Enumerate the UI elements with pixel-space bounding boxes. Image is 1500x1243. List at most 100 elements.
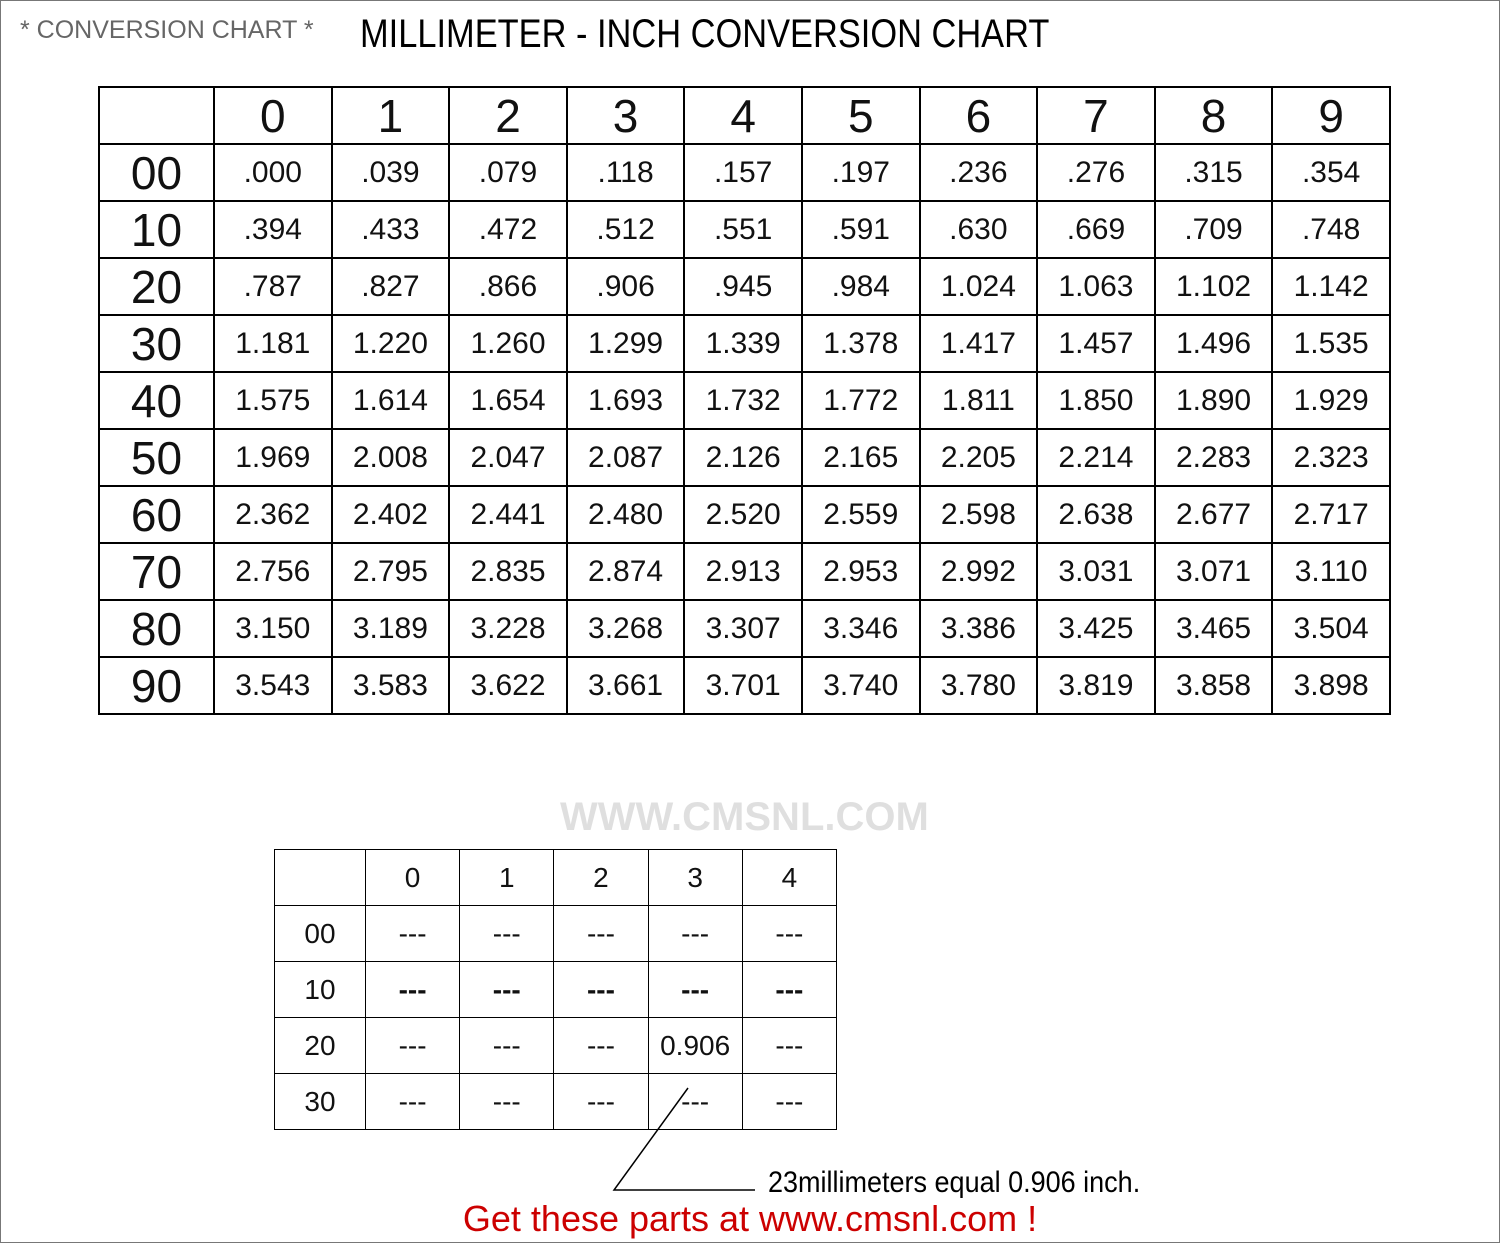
table-cell: .748 xyxy=(1271,200,1391,259)
example-note: 23millimeters equal 0.906 inch. xyxy=(768,1166,1141,1199)
table-cell: 2.283 xyxy=(1153,428,1274,487)
table-cell: 0.906 xyxy=(647,1017,743,1074)
table-cell: 2.717 xyxy=(1271,485,1391,544)
table-cell: 1.575 xyxy=(213,371,333,430)
table-cell: 1.535 xyxy=(1271,314,1391,373)
table-cell: 2.677 xyxy=(1153,485,1274,544)
table-cell: 2.835 xyxy=(448,542,568,601)
table-cell: 3.661 xyxy=(565,656,686,715)
table-cell: 2.913 xyxy=(683,542,803,601)
table-cell: .157 xyxy=(683,143,803,202)
table-cell: 3.150 xyxy=(213,599,333,658)
table-row: 00 --- --- --- --- --- xyxy=(274,905,838,962)
table-cell: 1.063 xyxy=(1036,257,1156,316)
table-cell: 2.520 xyxy=(683,485,803,544)
table-cell: --- xyxy=(459,1017,555,1074)
row-label: 30 xyxy=(274,1073,366,1130)
table-cell: 3.701 xyxy=(683,656,803,715)
table-cell: 2.874 xyxy=(565,542,686,601)
table-cell: --- xyxy=(364,905,461,962)
table-cell: .197 xyxy=(800,143,921,202)
table-cell: --- xyxy=(459,961,555,1018)
corner-cell xyxy=(274,849,366,906)
row-label: 80 xyxy=(98,599,215,658)
table-cell: .472 xyxy=(448,200,568,259)
column-header: 6 xyxy=(918,86,1039,145)
table-cell: 3.425 xyxy=(1036,599,1156,658)
table-cell: .630 xyxy=(918,200,1039,259)
table-cell: 1.181 xyxy=(213,314,333,373)
table-cell: 1.929 xyxy=(1271,371,1391,430)
table-cell: 3.740 xyxy=(800,656,921,715)
table-cell: .000 xyxy=(213,143,333,202)
table-cell: .039 xyxy=(330,143,451,202)
table-cell: 1.299 xyxy=(565,314,686,373)
table-cell: --- xyxy=(553,961,649,1018)
table-cell: 2.047 xyxy=(448,428,568,487)
footer: Get these parts at www.cmsnl.com ! xyxy=(462,1198,1038,1239)
main-table: 0 1 2 3 4 5 6 7 8 9 00.000.039.079.118.157.197.236… xyxy=(98,86,1391,715)
table-cell: 3.622 xyxy=(448,656,568,715)
table-cell: .276 xyxy=(1036,143,1156,202)
row-label: 20 xyxy=(98,257,215,316)
table-cell: .669 xyxy=(1036,200,1156,259)
table-cell: 1.772 xyxy=(800,371,921,430)
table-cell: 2.441 xyxy=(448,485,568,544)
row-label: 00 xyxy=(98,143,215,202)
column-header: 0 xyxy=(364,849,461,906)
row-label: 90 xyxy=(98,656,215,715)
row-label: 70 xyxy=(98,542,215,601)
table-row: 80 3.150 3.189 3.228 3.268 3.307 3.346 3.386 3.4… xyxy=(98,599,1391,658)
table-cell: 2.638 xyxy=(1036,485,1156,544)
table-cell: .315 xyxy=(1153,143,1274,202)
table-cell: 3.583 xyxy=(330,656,451,715)
table-cell: .079 xyxy=(448,143,568,202)
table-cell: --- xyxy=(647,905,743,962)
column-header: 1 xyxy=(459,849,555,906)
table-cell: 2.087 xyxy=(565,428,686,487)
table-cell: 1.693 xyxy=(565,371,686,430)
table-cell: 3.898 xyxy=(1271,656,1391,715)
table-cell: 2.205 xyxy=(918,428,1039,487)
table-cell: 1.378 xyxy=(800,314,921,373)
table-cell: 2.362 xyxy=(213,485,333,544)
table-cell: 3.543 xyxy=(213,656,333,715)
table-cell: 3.819 xyxy=(1036,656,1156,715)
table-cell: --- xyxy=(647,961,743,1018)
table-cell: --- xyxy=(553,1073,649,1130)
table-cell: 1.024 xyxy=(918,257,1039,316)
table-cell: .945 xyxy=(683,257,803,316)
table-cell: 2.165 xyxy=(800,428,921,487)
table-row: 10 --- --- --- --- --- xyxy=(274,961,838,1018)
table-cell: 3.386 xyxy=(918,599,1039,658)
table-cell: .236 xyxy=(918,143,1039,202)
table-cell: 3.504 xyxy=(1271,599,1391,658)
table-cell: --- xyxy=(741,905,838,962)
table-row: 60 2.362 2.402 2.441 2.480 2.520 2.559 2.598 2.6… xyxy=(98,485,1391,544)
column-header: 7 xyxy=(1036,86,1156,145)
column-header: 1 xyxy=(330,86,451,145)
row-label: 50 xyxy=(98,428,215,487)
table-row: 30 1.181 1.220 1.260 1.299 1.339 1.378 1.417 1.4… xyxy=(98,314,1391,373)
row-label: 60 xyxy=(98,485,215,544)
table-cell: 2.480 xyxy=(565,485,686,544)
table-cell: .866 xyxy=(448,257,568,316)
column-header: 9 xyxy=(1271,86,1391,145)
column-header: 2 xyxy=(553,849,649,906)
table-cell: .118 xyxy=(565,143,686,202)
table-cell: --- xyxy=(741,1017,838,1074)
table-cell: 2.214 xyxy=(1036,428,1156,487)
table-cell: 2.598 xyxy=(918,485,1039,544)
column-header: 0 xyxy=(213,86,333,145)
table-cell: 1.850 xyxy=(1036,371,1156,430)
table-row: 20 --- --- --- 0.906 --- xyxy=(274,1017,838,1074)
table-row: 20.787.827.866.906.945.984 1.024 1.063 1.10… xyxy=(98,257,1391,316)
table-cell: 1.102 xyxy=(1153,257,1274,316)
table-row: 00.000.039.079.118.157.197.236.276.315.3… xyxy=(98,143,1391,202)
table-cell: .709 xyxy=(1153,200,1274,259)
column-header: 3 xyxy=(647,849,743,906)
table-cell: 1.890 xyxy=(1153,371,1274,430)
row-label: 00 xyxy=(274,905,366,962)
table-cell: 2.559 xyxy=(800,485,921,544)
